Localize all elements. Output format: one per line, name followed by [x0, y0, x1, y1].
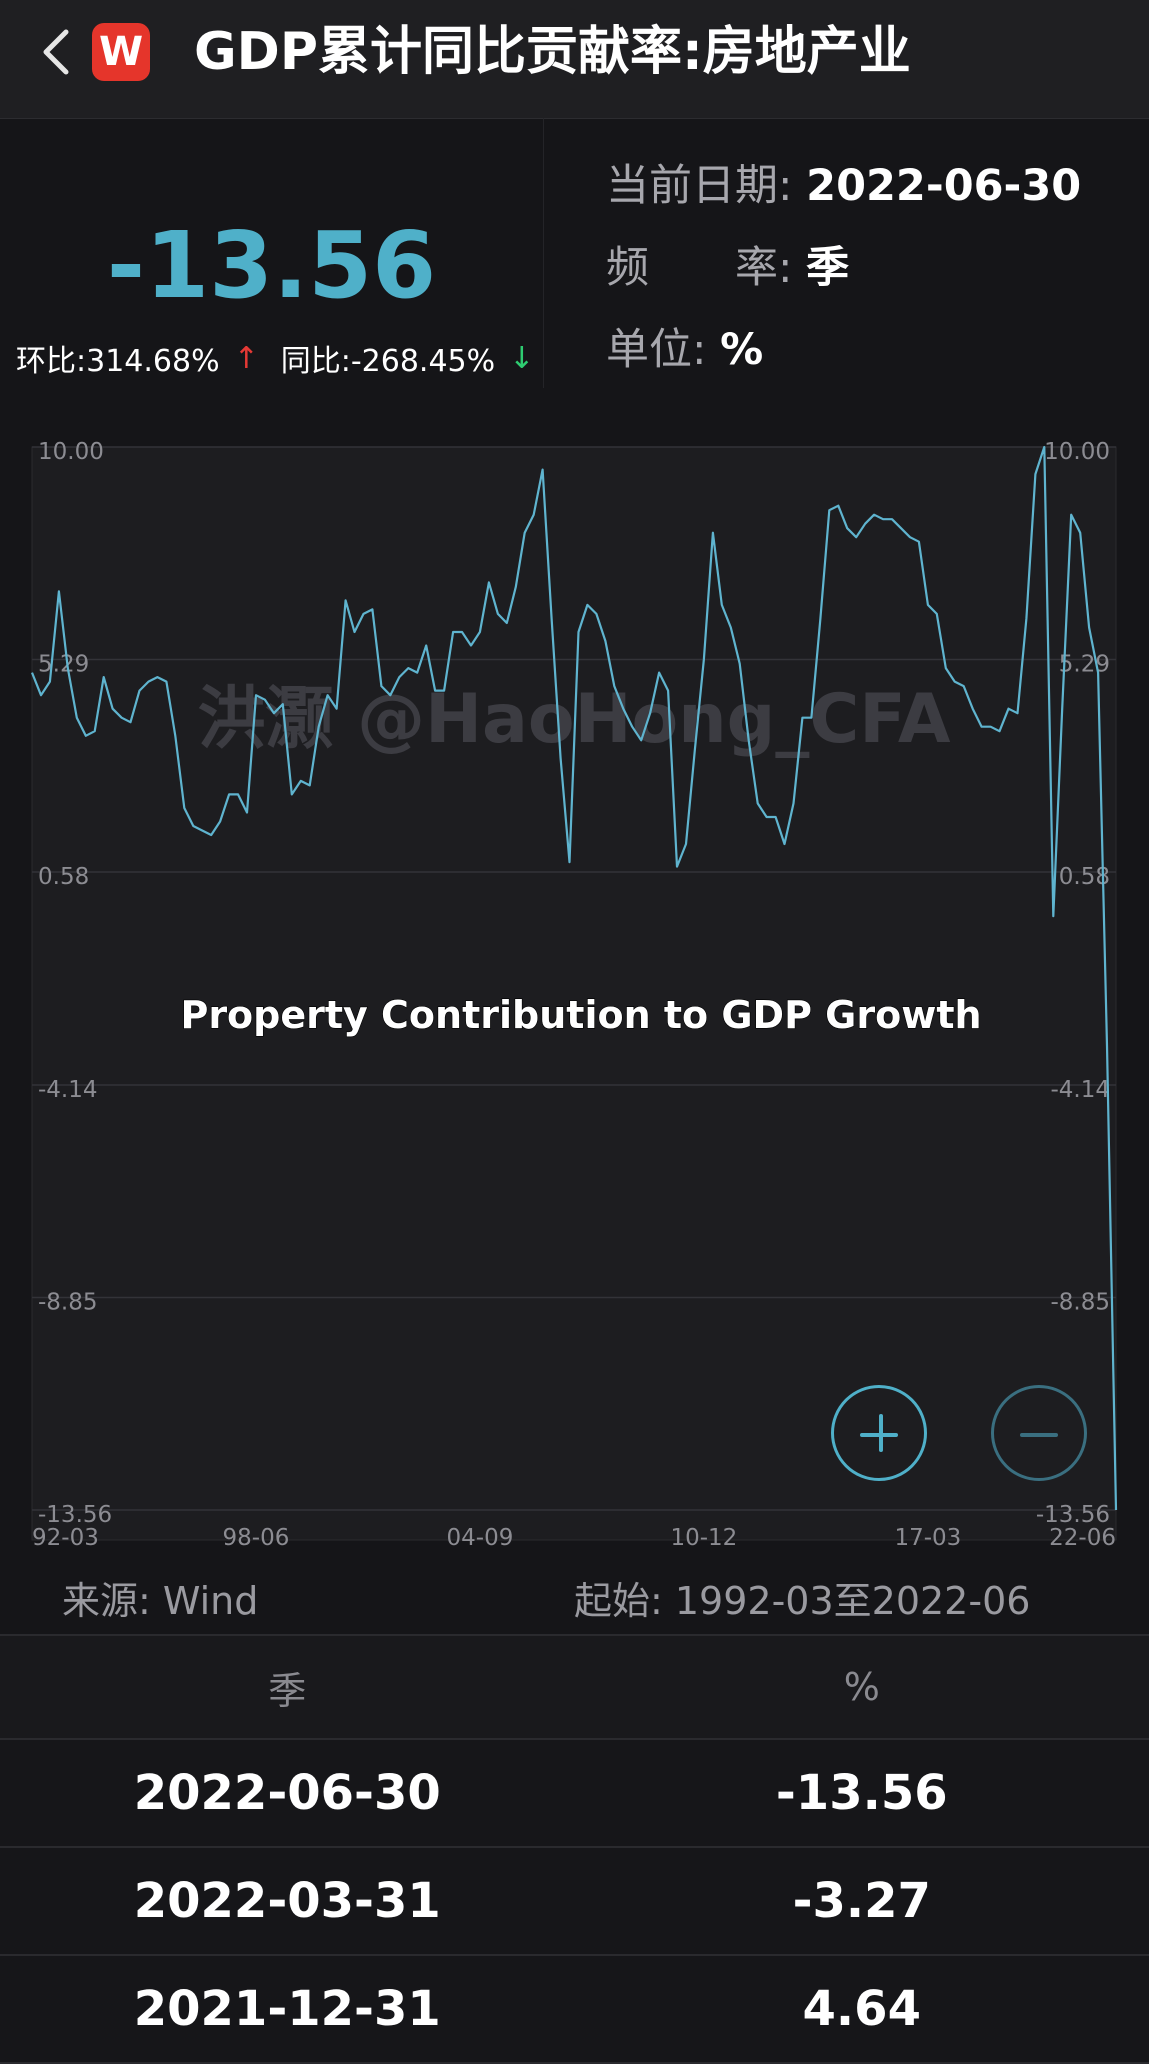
row-value: 4.64: [575, 1981, 1149, 2037]
y-tick-label-right: 5.29: [1059, 652, 1110, 678]
data-source: 来源: Wind: [62, 1570, 258, 1625]
y-tick-label-left: 5.29: [38, 652, 89, 678]
y-tick-label-left: -8.85: [38, 1289, 98, 1315]
data-table: 季 % 2022-06-30 -13.56 2022-03-31 -3.27 2…: [0, 1634, 1149, 2064]
date-range: 起始: 1992-03至2022-06: [574, 1570, 1030, 1625]
frequency: 频 率: 季: [606, 238, 849, 298]
row-date: 2022-03-31: [0, 1873, 575, 1929]
zoom-out-button[interactable]: [991, 1385, 1087, 1481]
arrow-up-icon: ↑: [234, 341, 259, 376]
row-date: 2022-06-30: [0, 1765, 575, 1821]
frequency-label: 频 率:: [606, 243, 793, 293]
row-value: -13.56: [575, 1765, 1149, 1821]
yoy-change: 同比:-268.45% ↓: [281, 336, 535, 380]
y-tick-label-left: -4.14: [38, 1077, 98, 1103]
row-value: -3.27: [575, 1873, 1149, 1929]
x-tick-label: 22-06: [1049, 1525, 1116, 1550]
current-value: -13.56: [0, 216, 543, 316]
wind-logo-icon: W: [92, 23, 150, 81]
x-tick-label: 98-06: [223, 1525, 290, 1550]
yoy-label: 同比:-268.45%: [281, 336, 495, 380]
change-row: 环比:314.68% ↑ 同比:-268.45% ↓: [16, 336, 556, 380]
x-tick-label: 92-03: [32, 1525, 99, 1550]
page-title: GDP累计同比贡献率:房地产业: [194, 16, 911, 88]
current-date-value: 2022-06-30: [806, 161, 1081, 211]
row-date: 2021-12-31: [0, 1981, 575, 2037]
zoom-in-button[interactable]: [831, 1385, 927, 1481]
chevron-left-icon[interactable]: [36, 26, 76, 78]
top-bar: W GDP累计同比贡献率:房地产业: [0, 0, 1149, 119]
chart-title: Property Contribution to GDP Growth: [180, 993, 981, 1037]
x-tick-label: 10-12: [670, 1525, 737, 1550]
current-date: 当前日期: 2022-06-30: [606, 156, 1081, 216]
current-date-label: 当前日期:: [606, 161, 793, 211]
table-row[interactable]: 2022-03-31 -3.27: [0, 1848, 1149, 1956]
qoq-label: 环比:314.68%: [16, 336, 220, 380]
x-tick-label: 17-03: [894, 1525, 961, 1550]
y-tick-label-left: 10.00: [38, 439, 104, 465]
arrow-down-icon: ↓: [509, 341, 534, 376]
y-tick-label-right: 10.00: [1044, 439, 1110, 465]
header-unit: %: [575, 1665, 1149, 1709]
y-tick-label-right: -4.14: [1050, 1077, 1110, 1103]
qoq-change: 环比:314.68% ↑: [16, 336, 259, 380]
summary-panel: -13.56 环比:314.68% ↑ 同比:-268.45% ↓ 当前日期: …: [0, 118, 1149, 418]
unit-label: 单位:: [606, 325, 707, 375]
table-header: 季 %: [0, 1634, 1149, 1740]
y-tick-label-left: 0.58: [38, 864, 89, 890]
table-row[interactable]: 2021-12-31 4.64: [0, 1956, 1149, 2064]
y-tick-label-right: -8.85: [1050, 1289, 1110, 1315]
unit: 单位: %: [606, 320, 763, 380]
frequency-value: 季: [806, 243, 849, 293]
table-row[interactable]: 2022-06-30 -13.56: [0, 1740, 1149, 1848]
header-period: 季: [0, 1660, 575, 1715]
x-tick-label: 04-09: [447, 1525, 514, 1550]
unit-value: %: [720, 325, 763, 375]
